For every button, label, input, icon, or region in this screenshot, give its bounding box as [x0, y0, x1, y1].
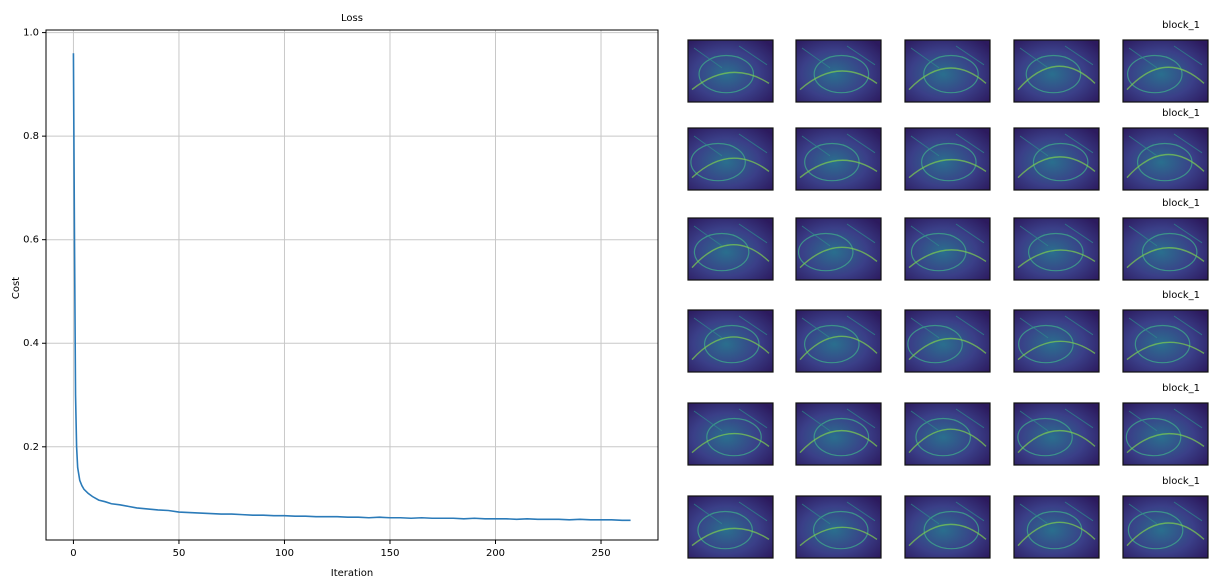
feature-map [1014, 403, 1099, 465]
feature-map-image [905, 310, 990, 372]
y-tick-label: 0.4 [23, 338, 39, 349]
feature-map [905, 310, 990, 372]
feature-map-image [688, 218, 773, 280]
feature-map [796, 40, 881, 102]
feature-map [905, 128, 990, 190]
x-tick-label: 50 [173, 548, 186, 559]
feature-map [688, 496, 773, 558]
row-label: block_1 [1162, 383, 1200, 394]
chart-title: Loss [341, 13, 363, 24]
row-label: block_1 [1162, 198, 1200, 209]
x-tick-label: 100 [275, 548, 294, 559]
feature-map [905, 218, 990, 280]
feature-map [1014, 310, 1099, 372]
feature-map [688, 128, 773, 190]
feature-map [1123, 403, 1208, 465]
feature-map-image [1123, 40, 1208, 102]
x-tick-label: 200 [486, 548, 505, 559]
y-tick-label: 0.8 [23, 131, 39, 142]
feature-map [796, 218, 881, 280]
feature-map [796, 128, 881, 190]
feature-map [688, 40, 773, 102]
feature-map [1014, 496, 1099, 558]
feature-map [1123, 218, 1208, 280]
feature-map [1014, 218, 1099, 280]
feature-map-image [1123, 496, 1208, 558]
row-label: block_1 [1162, 476, 1200, 487]
feature-map [796, 310, 881, 372]
feature-map [905, 40, 990, 102]
plot-frame [46, 30, 658, 540]
y-tick-label: 0.2 [23, 442, 39, 453]
feature-map-image [1014, 403, 1099, 465]
feature-map [688, 310, 773, 372]
feature-map [688, 403, 773, 465]
row-label: block_1 [1162, 108, 1200, 119]
feature-map [1014, 128, 1099, 190]
feature-map [688, 218, 773, 280]
feature-map [905, 403, 990, 465]
row-label: block_1 [1162, 20, 1200, 31]
x-tick-label: 250 [591, 548, 610, 559]
y-axis-label: Cost [11, 277, 22, 299]
loss-line [73, 53, 630, 520]
feature-map [905, 496, 990, 558]
y-tick-label: 1.0 [23, 28, 39, 39]
feature-map [796, 403, 881, 465]
x-tick-label: 150 [380, 548, 399, 559]
x-tick-label: 0 [70, 548, 76, 559]
row-label: block_1 [1162, 290, 1200, 301]
feature-map [796, 496, 881, 558]
y-tick-label: 0.6 [23, 235, 39, 246]
x-axis-label: Iteration [331, 568, 373, 579]
feature-map [1123, 310, 1208, 372]
feature-map [1123, 128, 1208, 190]
figure: Loss Iteration Cost 0 50 100 150 200 250 0.2 0.… [0, 0, 1211, 579]
feature-map [1123, 40, 1208, 102]
feature-map [1014, 40, 1099, 102]
feature-map-image [796, 218, 881, 280]
feature-map [1123, 496, 1208, 558]
feature-map-image [905, 218, 990, 280]
